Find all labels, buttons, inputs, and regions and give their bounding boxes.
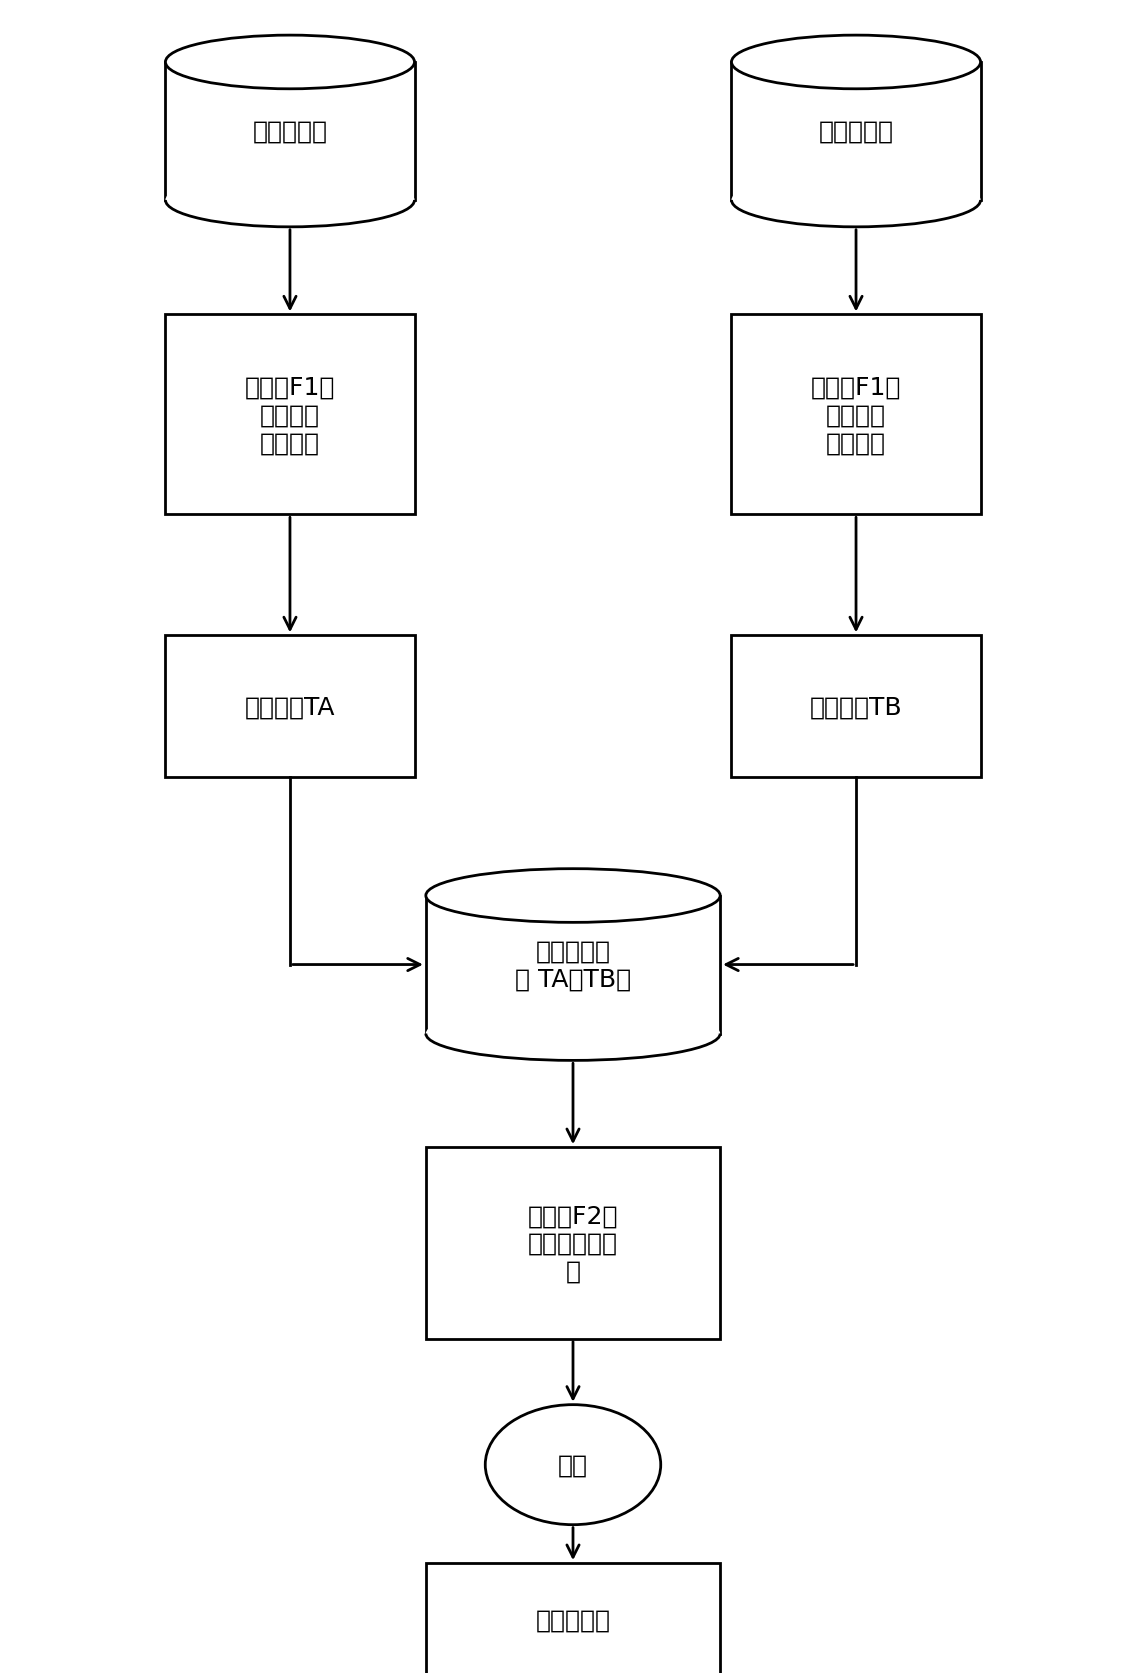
Bar	[731, 316, 981, 516]
Text: 特征数据TA: 特征数据TA	[245, 696, 336, 719]
Text: 子流程F1：
深度学习
提取特征: 子流程F1： 深度学习 提取特征	[245, 375, 335, 455]
Ellipse shape	[426, 869, 720, 922]
Bar	[731, 637, 981, 778]
Ellipse shape	[731, 175, 981, 228]
Ellipse shape	[485, 1404, 661, 1525]
Text: 辅助数据集: 辅助数据集	[818, 119, 894, 144]
Bar	[731, 62, 981, 202]
Bar	[426, 895, 720, 1033]
Bar	[426, 1562, 720, 1677]
Bar	[426, 1147, 720, 1339]
Text: 子流程F2：
迁移提升树算
法: 子流程F2： 迁移提升树算 法	[528, 1203, 618, 1284]
Bar	[165, 637, 415, 778]
Text: 模型: 模型	[558, 1453, 588, 1477]
Bar	[165, 62, 415, 202]
Text: 目标数据集: 目标数据集	[252, 119, 328, 144]
Ellipse shape	[165, 175, 415, 228]
Ellipse shape	[165, 35, 415, 89]
Ellipse shape	[731, 35, 981, 89]
Bar	[165, 316, 415, 516]
Text: 特征数据TB: 特征数据TB	[810, 696, 902, 719]
Text: 子流程F1：
深度学习
提取特征: 子流程F1： 深度学习 提取特征	[811, 375, 901, 455]
Ellipse shape	[426, 1006, 720, 1060]
Text: 构成训练集
ｻ TA，TBｽ: 构成训练集 ｻ TA，TBｽ	[515, 939, 631, 991]
Text: 分析准确率: 分析准确率	[535, 1608, 611, 1631]
